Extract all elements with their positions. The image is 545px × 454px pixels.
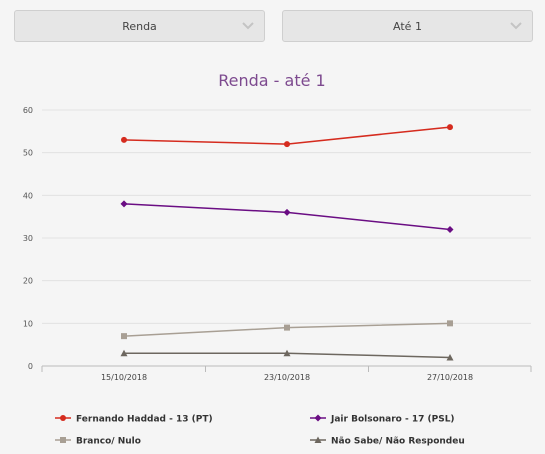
series-line-1	[123, 203, 451, 231]
x-tick-label: 23/10/2018	[264, 373, 310, 382]
chart-title: Renda - até 1	[218, 71, 325, 90]
data-point-1	[283, 208, 291, 216]
legend-label: Não Sabe/ Não Respondeu	[331, 437, 465, 447]
y-tick-label: 20	[23, 277, 33, 286]
y-tick-label: 30	[23, 234, 33, 243]
data-point-0	[284, 141, 290, 148]
renda-dropdown[interactable]: Renda	[14, 10, 265, 42]
legend-label: Branco/ Nulo	[76, 437, 141, 447]
faixa-dropdown-value: Até 1	[393, 19, 422, 33]
legend-label: Fernando Haddad - 13 (PT)	[76, 415, 213, 425]
chart-container: Renda - até 1 0 10 20 30 40 50 60 15/10/2018 23/1…	[0, 60, 545, 454]
x-tick-label: 27/10/2018	[427, 373, 473, 382]
legend-marker	[60, 437, 66, 443]
legend-marker	[60, 415, 66, 421]
data-point-2	[121, 333, 127, 340]
data-point-2	[447, 320, 453, 327]
data-point-3	[120, 349, 128, 357]
renda-dropdown-value: Renda	[122, 19, 157, 33]
y-tick-label: 0	[28, 362, 33, 371]
legend-marker	[314, 414, 322, 422]
legend-marker	[314, 436, 322, 443]
legend-label: Jair Bolsonaro - 17 (PSL)	[330, 415, 455, 425]
data-point-0	[447, 124, 453, 131]
data-point-1	[446, 225, 454, 233]
data-point-1	[120, 200, 128, 208]
y-tick-label: 10	[23, 319, 33, 328]
y-tick-label: 40	[23, 191, 33, 200]
faixa-dropdown[interactable]: Até 1	[282, 10, 533, 42]
line-chart: Renda - até 1 0 10 20 30 40 50 60 15/10/2018 23/1…	[23, 71, 532, 447]
data-point-3	[283, 349, 291, 357]
data-point-3	[446, 353, 454, 361]
data-point-2	[284, 324, 290, 331]
chevron-down-icon	[241, 20, 255, 32]
data-point-0	[121, 136, 127, 143]
y-tick-label: 50	[23, 149, 33, 158]
x-tick-label: 15/10/2018	[101, 373, 147, 382]
chevron-down-icon	[509, 20, 523, 32]
y-tick-label: 60	[23, 106, 33, 115]
